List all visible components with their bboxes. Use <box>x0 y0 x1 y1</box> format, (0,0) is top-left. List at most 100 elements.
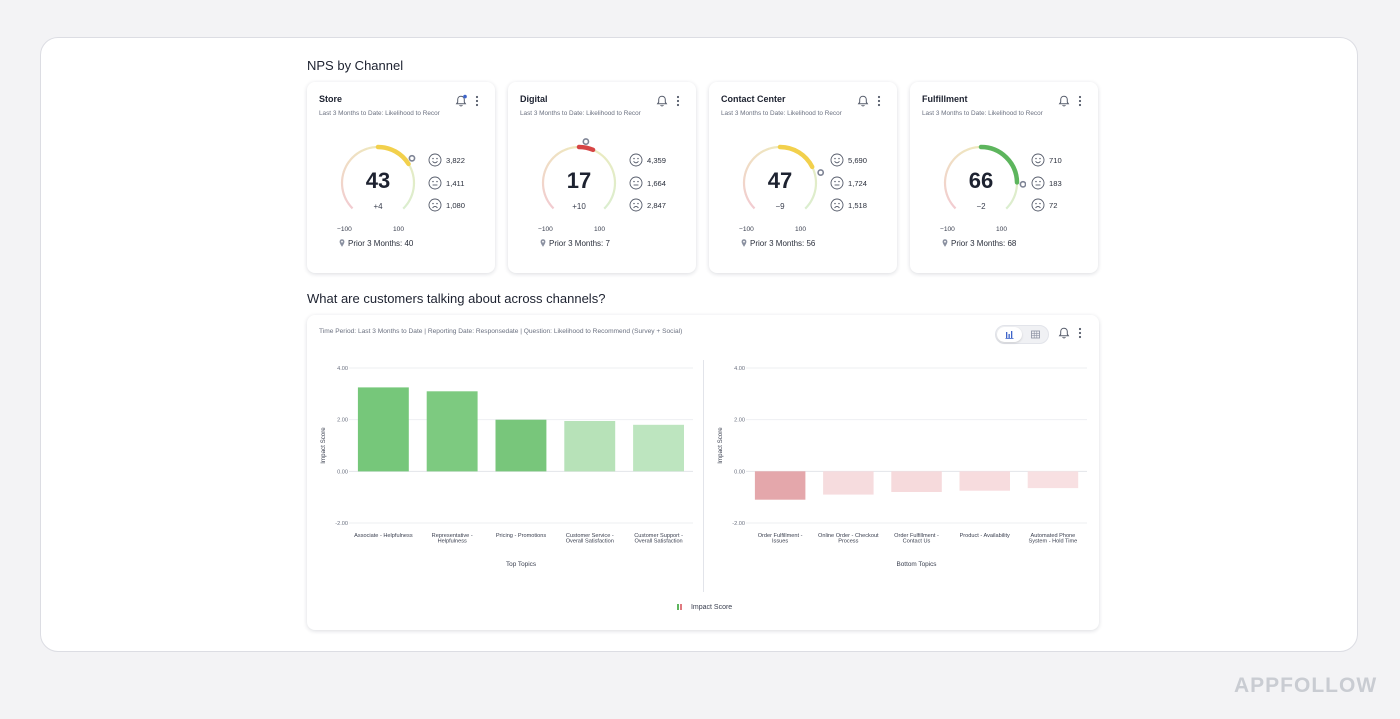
gauge-track-segment <box>768 146 775 150</box>
card-subtitle: Last 3 Months to Date: Likelihood to Rec… <box>721 110 842 117</box>
x-tick-label: System - Hold Time <box>1028 539 1077 545</box>
nps-card-store: Store Last 3 Months to Date: Likelihood … <box>307 82 495 273</box>
more-options-icon[interactable] <box>875 94 883 108</box>
gauge-track-segment <box>603 156 610 163</box>
happy-face-icon <box>1031 153 1045 167</box>
gauge-track-segment <box>557 149 564 155</box>
x-tick-label: Order Fulfillment - <box>894 533 939 539</box>
gauge-track-segment <box>543 193 548 200</box>
x-tick-label: Process <box>838 539 858 545</box>
gauge-track-segment <box>758 149 765 155</box>
gauge-track-segment <box>603 203 610 210</box>
gauge-min-label: −100 <box>940 226 955 233</box>
gauge-track-segment <box>810 193 816 201</box>
y-tick-label: 0.00 <box>337 469 348 475</box>
gauge-track-segment <box>954 152 961 159</box>
more-options-icon[interactable] <box>1076 326 1084 340</box>
x-tick-label: Customer Service - <box>566 533 614 539</box>
y-axis-label: Impact Score <box>320 427 327 464</box>
prior-marker <box>582 138 590 145</box>
gauge-track-segment <box>545 160 551 168</box>
x-axis-label: Top Topics <box>506 561 536 568</box>
gauge-value-arc <box>375 144 411 167</box>
bell-icon[interactable] <box>1057 326 1071 340</box>
more-options-icon[interactable] <box>674 94 682 108</box>
promoters-count: 3,822 <box>446 156 466 165</box>
nps-card-digital: Digital Last 3 Months to Date: Likelihoo… <box>508 82 696 273</box>
prior-period: Prior 3 Months: 56 <box>741 239 815 248</box>
gauge-track-segment <box>763 147 770 152</box>
happy-face-icon <box>428 153 442 167</box>
gauge-track-segment <box>1005 203 1012 210</box>
gauge-max-label: 100 <box>795 226 807 233</box>
y-tick-label: 2.00 <box>337 418 348 424</box>
bell-icon[interactable] <box>856 94 870 108</box>
gauge-value-arc <box>576 144 596 153</box>
card-subtitle: Last 3 Months to Date: Likelihood to Rec… <box>922 110 1043 117</box>
x-tick-label: Pricing - Promotions <box>496 533 547 539</box>
detractors-count: 1,080 <box>446 201 466 210</box>
view-toggle[interactable] <box>995 325 1049 344</box>
sad-face-icon <box>830 198 844 212</box>
card-title: Store <box>319 94 343 104</box>
location-pin-icon <box>339 239 345 247</box>
gauge-track-segment <box>969 146 976 150</box>
gauge-track-segment <box>548 156 555 163</box>
bell-icon[interactable] <box>1057 94 1071 108</box>
chart-divider <box>703 360 704 592</box>
nps-card-contact-center: Contact Center Last 3 Months to Date: Li… <box>709 82 897 273</box>
gauge-track-segment <box>344 160 350 168</box>
x-tick-label: Customer Support - <box>634 533 683 539</box>
neutral-face-icon <box>428 176 442 190</box>
nps-score: 66 <box>968 168 994 193</box>
promoters-count: 710 <box>1049 156 1062 165</box>
bell-icon[interactable] <box>655 94 669 108</box>
bar <box>1027 471 1079 489</box>
passives-count: 1,724 <box>848 179 868 188</box>
gauge-track-segment <box>964 147 971 152</box>
y-tick-label: 4.00 <box>337 366 348 372</box>
bell-icon[interactable] <box>454 94 468 108</box>
gauge-track-segment <box>804 203 811 210</box>
neutral-face-icon <box>830 176 844 190</box>
gauge-min-label: −100 <box>337 226 352 233</box>
gauge-track-segment <box>402 203 409 210</box>
card-subtitle: Last 3 Months to Date: Likelihood to Rec… <box>319 110 440 117</box>
gauge-track-segment <box>959 149 966 155</box>
gauge-track-segment <box>744 193 749 200</box>
x-axis-label: Bottom Topics <box>896 561 936 568</box>
bar <box>633 424 684 472</box>
gauge-value-arc <box>777 144 815 170</box>
y-axis-label: Impact Score <box>717 427 724 464</box>
chart-legend: Impact Score <box>677 604 732 611</box>
bottom-topics-chart: 4.00 2.00 0.00 -2.00 Impact Score Order Fulfi… <box>717 366 1087 568</box>
x-tick-label: Contact Us <box>903 539 931 545</box>
bar-chart-icon <box>1005 331 1014 339</box>
gauge-track-segment <box>567 146 574 150</box>
gauge-track-segment <box>347 156 354 163</box>
nps-gauge <box>943 144 1026 210</box>
more-options-icon[interactable] <box>1076 94 1084 108</box>
gauge-track-segment <box>356 149 363 155</box>
gauge-track-segment <box>609 193 615 201</box>
prior-marker <box>408 154 416 162</box>
bar <box>754 471 806 500</box>
card-title: Contact Center <box>721 94 786 104</box>
x-tick-label: Helpfulness <box>438 539 467 545</box>
x-tick-label: Automated Phone <box>1031 533 1076 539</box>
prior-label: Prior 3 Months: 56 <box>750 239 816 248</box>
promoters-count: 4,359 <box>647 156 667 165</box>
happy-face-icon <box>629 153 643 167</box>
promoters-count: 5,690 <box>848 156 868 165</box>
prior-period: Prior 3 Months: 40 <box>339 239 413 248</box>
card-title: Fulfillment <box>922 94 968 104</box>
location-pin-icon <box>942 239 948 247</box>
bar-chart-view-button[interactable] <box>997 327 1022 342</box>
gauge-track-segment <box>361 147 368 152</box>
table-view-button[interactable] <box>1023 327 1048 342</box>
more-options-icon[interactable] <box>473 94 481 108</box>
gauge-value-arc <box>978 144 1020 185</box>
prior-period: Prior 3 Months: 7 <box>540 239 610 248</box>
passives-count: 1,664 <box>647 179 667 188</box>
prior-marker <box>817 169 825 176</box>
